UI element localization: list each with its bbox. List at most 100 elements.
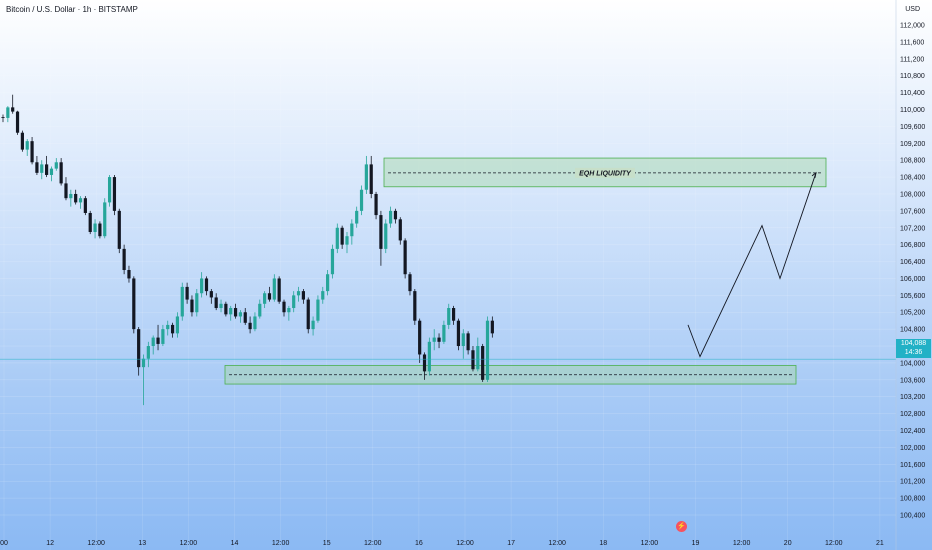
- bar-countdown: 14:36: [904, 349, 923, 356]
- candle: [64, 183, 68, 199]
- candle: [229, 308, 233, 315]
- candle: [146, 346, 150, 359]
- candle: [384, 223, 388, 249]
- candle: [296, 291, 301, 296]
- time-tick-label: 12:00: [180, 540, 198, 547]
- candle: [301, 291, 305, 300]
- current-price-value: 104,088: [900, 340, 927, 347]
- price-tick-label: 105,600: [900, 293, 925, 300]
- price-tick-label: 104,800: [900, 327, 925, 334]
- candle: [379, 215, 383, 249]
- price-tick-label: 100,400: [900, 513, 925, 520]
- candle: [345, 236, 349, 245]
- candle: [243, 312, 247, 323]
- time-axis[interactable]: 00 12 12:00 13 12:00 14 12:00 15 12:00 16 12:00 17 1…: [0, 540, 884, 547]
- time-tick-label: 12:00: [87, 540, 105, 547]
- time-tick-label: 00: [0, 540, 8, 547]
- candle: [132, 278, 136, 330]
- price-tick-label: 106,400: [900, 259, 925, 266]
- candle: [253, 316, 257, 330]
- projection-path[interactable]: [687, 171, 817, 358]
- candle: [413, 291, 417, 321]
- zone-label-bg: [575, 167, 635, 178]
- price-tick-label: 111,200: [900, 56, 924, 63]
- price-tick-label: 103,600: [900, 377, 925, 384]
- candle: [316, 299, 320, 321]
- price-tick-label: 110,800: [900, 73, 925, 80]
- candle: [330, 248, 335, 275]
- candle: [224, 303, 228, 315]
- candle: [78, 198, 83, 203]
- time-tick-label: 12:00: [825, 540, 843, 547]
- liquidity-zones[interactable]: EQH LIQUIDITY: [224, 157, 827, 385]
- candle: [117, 210, 121, 249]
- price-tick-label: 108,400: [900, 175, 925, 182]
- time-tick-label: 12:00: [733, 540, 751, 547]
- candle: [326, 274, 330, 292]
- candle: [292, 295, 296, 309]
- time-tick-label: 12:00: [364, 540, 382, 547]
- time-tick-label: 18: [599, 540, 607, 547]
- candle: [45, 164, 49, 175]
- candle: [98, 223, 102, 237]
- candle: [485, 320, 490, 380]
- candle: [141, 358, 146, 368]
- candle: [20, 132, 24, 150]
- time-tick-label: 12:00: [548, 540, 566, 547]
- candlestick-series: [1, 94, 494, 406]
- candle: [233, 308, 238, 317]
- candle: [447, 308, 451, 325]
- time-tick-label: 21: [876, 540, 884, 547]
- chart-grid: [0, 0, 896, 550]
- candle: [214, 297, 218, 309]
- candle: [359, 189, 364, 211]
- candle: [103, 202, 107, 237]
- candle: [40, 164, 44, 173]
- candle: [490, 320, 494, 334]
- candle: [151, 337, 155, 347]
- price-tick-label: 103,200: [900, 394, 925, 401]
- candle: [185, 286, 189, 300]
- candle: [408, 274, 412, 292]
- candle: [59, 162, 63, 184]
- candle: [389, 210, 393, 224]
- currency-label[interactable]: USD: [905, 6, 920, 13]
- candle: [248, 322, 252, 330]
- candle: [335, 227, 339, 249]
- time-tick-label: 17: [507, 540, 515, 547]
- candle: [422, 354, 427, 372]
- candle: [466, 333, 470, 351]
- price-tick-label: 101,600: [900, 462, 925, 469]
- candle: [209, 291, 213, 298]
- candle: [267, 293, 272, 300]
- candle: [393, 210, 398, 220]
- candle: [195, 293, 199, 313]
- price-tick-label: 102,000: [900, 445, 925, 452]
- zone-label: EQH LIQUIDITY: [579, 170, 632, 177]
- time-tick-label: 15: [323, 540, 331, 547]
- candle: [364, 164, 368, 190]
- candle: [6, 107, 10, 118]
- candle: [161, 329, 165, 344]
- time-tick-label: 13: [138, 540, 146, 547]
- time-tick-label: 12:00: [641, 540, 659, 547]
- candle: [49, 168, 54, 175]
- price-tick-label: 102,400: [900, 428, 925, 435]
- price-tick-label: 100,800: [900, 496, 925, 503]
- price-tick-label: 111,600: [900, 39, 924, 46]
- current-price-tag: 104,088 14:36: [896, 339, 931, 358]
- candle: [451, 308, 456, 321]
- candle: [122, 248, 126, 270]
- candle: [180, 286, 184, 317]
- candle: [321, 291, 325, 300]
- candle: [88, 212, 92, 232]
- lightning-alert-icon[interactable]: ⚡: [676, 521, 687, 532]
- time-tick-label: 16: [415, 540, 423, 547]
- candle: [456, 320, 461, 347]
- price-axis[interactable]: 112,000 111,600 111,200 110,800 110,400 110,0…: [900, 23, 925, 520]
- symbol-title[interactable]: Bitcoin / U.S. Dollar · 1h · BITSTAMP: [6, 5, 138, 14]
- projection-line: [687, 172, 817, 358]
- candle: [476, 346, 480, 370]
- price-tick-label: 108,000: [900, 191, 925, 198]
